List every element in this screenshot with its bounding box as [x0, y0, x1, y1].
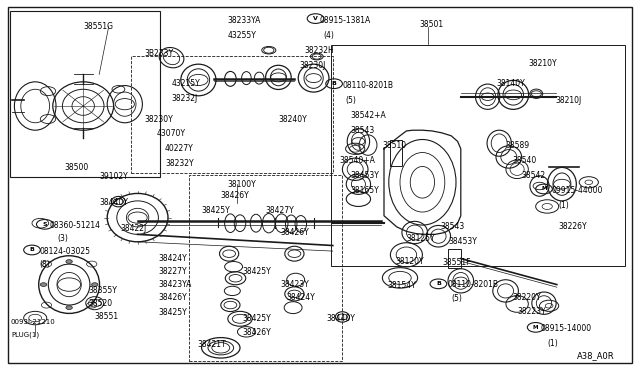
Text: S: S — [42, 222, 47, 227]
Text: 43070Y: 43070Y — [157, 129, 186, 138]
Text: 38232Y: 38232Y — [165, 159, 194, 168]
Text: (5): (5) — [346, 96, 356, 105]
Text: 38355Y: 38355Y — [88, 286, 117, 295]
Text: 38210Y: 38210Y — [528, 59, 557, 68]
Text: 38226Y: 38226Y — [558, 222, 587, 231]
Text: 38220Y: 38220Y — [512, 293, 541, 302]
Text: 43215Y: 43215Y — [172, 79, 200, 88]
Text: V: V — [313, 16, 318, 21]
Bar — [331, 45, 625, 266]
Text: 43255Y: 43255Y — [227, 31, 256, 40]
Text: 38100Y: 38100Y — [227, 180, 256, 189]
Bar — [390, 140, 402, 166]
Text: 38542: 38542 — [522, 171, 546, 180]
Text: 38440Y: 38440Y — [99, 198, 128, 207]
Text: 08915-14000: 08915-14000 — [541, 324, 592, 333]
Text: M: M — [541, 186, 547, 192]
Text: 38542+A: 38542+A — [351, 111, 387, 120]
Text: 38440Y: 38440Y — [326, 314, 355, 323]
Text: 38140Y: 38140Y — [496, 79, 525, 88]
Text: B: B — [332, 81, 337, 86]
Text: 39102Y: 39102Y — [99, 172, 128, 181]
Text: 08124-03025: 08124-03025 — [40, 247, 91, 256]
Text: 38230Y: 38230Y — [144, 115, 173, 124]
Text: 09915-44000: 09915-44000 — [552, 186, 603, 195]
Text: 38232H: 38232H — [304, 46, 333, 55]
Text: 38426Y: 38426Y — [159, 293, 188, 302]
Text: 38501: 38501 — [419, 20, 444, 29]
Circle shape — [66, 260, 72, 263]
Text: A38_A0R: A38_A0R — [577, 351, 614, 360]
Text: 38422J: 38422J — [120, 224, 147, 233]
Bar — [131, 56, 333, 173]
Text: (8): (8) — [40, 260, 51, 269]
Bar — [448, 249, 461, 268]
Bar — [189, 175, 342, 361]
Text: 38210J: 38210J — [556, 96, 582, 105]
Text: 38423YA: 38423YA — [159, 280, 192, 289]
Text: 38425Y: 38425Y — [159, 308, 188, 317]
Text: 38453Y: 38453Y — [448, 237, 477, 246]
Text: 38424Y: 38424Y — [287, 293, 316, 302]
Text: 08360-51214: 08360-51214 — [50, 221, 101, 230]
Circle shape — [66, 306, 72, 310]
Text: 0093I-21210: 0093I-21210 — [11, 319, 56, 325]
Text: 38425Y: 38425Y — [202, 206, 230, 215]
Text: 38426Y: 38426Y — [221, 191, 250, 200]
Text: 38165Y: 38165Y — [351, 186, 380, 195]
Text: 38453Y: 38453Y — [351, 171, 380, 180]
Text: B: B — [436, 281, 441, 286]
Text: (5): (5) — [451, 294, 462, 303]
Text: B: B — [29, 247, 35, 253]
Text: 38589: 38589 — [506, 141, 530, 150]
Text: 38551G: 38551G — [83, 22, 113, 31]
Text: 38232J: 38232J — [172, 94, 198, 103]
Text: 38520: 38520 — [88, 299, 113, 308]
Text: 38540: 38540 — [512, 156, 536, 165]
Circle shape — [40, 283, 47, 286]
Text: 38424Y: 38424Y — [159, 254, 188, 263]
Bar — [10, 11, 160, 177]
Text: (1): (1) — [547, 339, 558, 348]
Text: 38423Y: 38423Y — [280, 280, 309, 289]
Text: 08110-8201B: 08110-8201B — [342, 81, 394, 90]
Text: (3): (3) — [58, 234, 68, 243]
Circle shape — [92, 283, 98, 286]
Text: 38540+A: 38540+A — [339, 156, 375, 165]
Text: 08915-1381A: 08915-1381A — [320, 16, 371, 25]
Text: PLUG(1): PLUG(1) — [11, 331, 39, 338]
Text: 38551F: 38551F — [443, 258, 472, 267]
Text: 38154Y: 38154Y — [387, 281, 416, 290]
Text: 38230J: 38230J — [300, 61, 326, 70]
Text: 38425Y: 38425Y — [242, 314, 271, 323]
Text: 38425Y: 38425Y — [242, 267, 271, 276]
Text: 3B233Y: 3B233Y — [144, 49, 173, 58]
Text: 38500: 38500 — [64, 163, 88, 172]
Text: 38427Y: 38427Y — [266, 206, 294, 215]
Text: 38426Y: 38426Y — [280, 228, 309, 237]
Text: 08110-8201B: 08110-8201B — [448, 280, 499, 289]
Text: 38510: 38510 — [383, 141, 407, 150]
Text: 38227Y: 38227Y — [159, 267, 188, 276]
Text: 38551: 38551 — [95, 312, 119, 321]
Text: 38240Y: 38240Y — [278, 115, 307, 124]
Text: 38120Y: 38120Y — [396, 257, 424, 266]
Text: M: M — [533, 325, 538, 330]
Text: 38543: 38543 — [440, 222, 465, 231]
Text: (4): (4) — [323, 31, 334, 40]
Text: 38233YA: 38233YA — [227, 16, 260, 25]
Text: 38543: 38543 — [351, 126, 375, 135]
Text: 38421T: 38421T — [197, 340, 226, 349]
Text: 38223Y: 38223Y — [517, 307, 546, 316]
Text: 38125Y: 38125Y — [406, 234, 435, 243]
Text: (1): (1) — [558, 201, 569, 210]
Text: 38426Y: 38426Y — [242, 328, 271, 337]
Text: 40227Y: 40227Y — [165, 144, 194, 153]
